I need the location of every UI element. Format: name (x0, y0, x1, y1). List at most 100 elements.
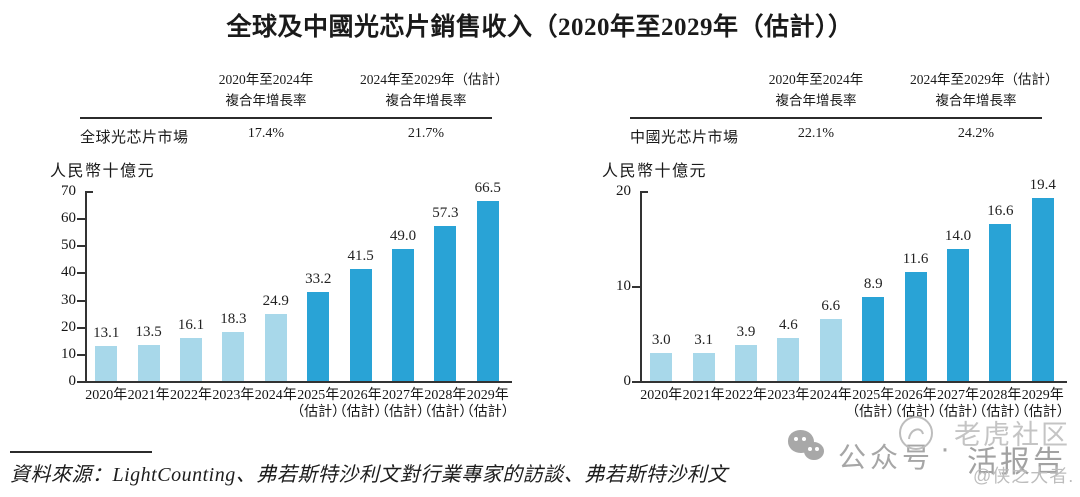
bar-2024年 (264, 314, 287, 382)
bar-value-label: 4.6 (779, 317, 798, 333)
y-axis-tick-label: 70 (61, 183, 76, 199)
bar-2021年 (137, 345, 160, 382)
watermark-platform-label: 公众号 (838, 442, 935, 473)
x-axis-label: 2020年 (640, 388, 683, 403)
y-axis-tick (632, 286, 640, 288)
x-axis-line (85, 381, 512, 383)
bar-2029年 (1031, 198, 1054, 382)
y-axis-tick-label: 30 (61, 291, 76, 308)
wechat-icon (788, 430, 834, 466)
table-rule (80, 116, 492, 119)
cagr-table-header: 2020年至2024年 複合年增長率 2024年至2029年（估計） 複合年增長… (80, 70, 509, 112)
cagr-table-china: 2020年至2024年 複合年增長率 2024年至2029年（估計） 複合年增長… (630, 70, 1059, 147)
x-axis-label: 2028年 （估計） (417, 388, 474, 420)
bar-value-label: 57.3 (432, 205, 459, 221)
bar-value-label: 19.4 (1029, 177, 1056, 193)
bar-2027年 (947, 249, 969, 382)
bar-value-label: 6.6 (821, 298, 841, 314)
bar-value-label: 24.9 (262, 293, 289, 309)
bar-value-label: 41.5 (347, 248, 374, 264)
x-axis-label: 2023年 (767, 388, 810, 403)
y-axis-tick (77, 245, 85, 248)
x-axis-label: 2024年 (809, 388, 852, 403)
cagr-value-2024-2029: 24.2% (957, 125, 995, 141)
y-axis-tick-label: 40 (61, 264, 76, 281)
bar-2027年 (392, 249, 414, 382)
wechat-bubble-small (804, 442, 824, 460)
y-axis-tick-label: 60 (61, 210, 76, 227)
x-axis-label: 2022年 (170, 388, 212, 403)
market-row-label: 中國光芯片市場 (630, 129, 739, 146)
x-axis-label: 2022年 (725, 388, 767, 403)
bar-value-label: 13.5 (135, 324, 162, 340)
bar-value-label: 33.2 (305, 271, 332, 287)
y-axis-line (85, 192, 87, 383)
cagr-table-header: 2020年至2024年 複合年增長率 2024年至2029年（估計） 複合年增長… (630, 70, 1059, 112)
bar-value-label: 66.5 (474, 180, 501, 196)
y-axis-tick-label: 0 (623, 373, 632, 389)
bar-value-label: 11.6 (902, 251, 929, 267)
wechat-bubble-large (788, 430, 814, 453)
y-axis-unit-label-china: 人民幣十億元 (602, 163, 708, 180)
bar-value-label: 14.0 (944, 228, 972, 244)
x-axis-label: 2028年 （估計） (972, 388, 1029, 420)
source-note: 資料來源：LightCounting、弗若斯特沙利文對行業專家的訪談、弗若斯特沙… (10, 464, 728, 486)
bar-value-label: 16.1 (177, 317, 205, 333)
x-axis-label: 2025年 （估計） (290, 388, 347, 420)
market-row-label: 全球光芯片市場 (80, 129, 189, 146)
x-axis-line (640, 381, 1067, 383)
bar-2026年 (349, 269, 372, 382)
cagr-2024-2029-header: 2024年至2029年（估計） 複合年增長率 (360, 72, 509, 108)
bar-value-label: 18.3 (220, 311, 247, 327)
bar-2025年 (862, 297, 885, 382)
bar-2022年 (180, 338, 202, 382)
empty-header-cell (80, 70, 172, 112)
footnote-rule (10, 451, 152, 453)
watermark-brand-line2: 活报告 (967, 446, 1066, 479)
watermark-author-handle: @侠之大者. (973, 466, 1075, 486)
x-axis-label: 2020年 (85, 388, 128, 403)
cagr-value-2020-2024: 22.1% (797, 125, 835, 141)
bar-value-label: 13.1 (93, 325, 120, 341)
bar-value-label: 8.9 (863, 276, 883, 292)
y-axis-line (640, 192, 642, 383)
y-axis-tick-label: 20 (616, 183, 631, 199)
y-axis-tick-label: 50 (61, 237, 76, 254)
bar-2022年 (735, 345, 757, 382)
y-axis-tick (77, 218, 85, 221)
bar-2021年 (692, 353, 715, 382)
x-axis-label: 2021年 (682, 388, 725, 403)
bar-2029年 (476, 201, 499, 382)
empty-header-cell (630, 70, 722, 112)
y-axis-tick-label: 20 (61, 318, 76, 335)
y-axis-unit-label-global: 人民幣十億元 (50, 163, 156, 180)
x-axis-label: 2029年 （估計） (459, 388, 516, 420)
table-data-row: 全球光芯片市場 17.4% 21.7% (80, 119, 492, 147)
cagr-2020-2024-header: 2020年至2024年 複合年增長率 (218, 72, 314, 108)
y-axis-tick-label: 10 (61, 345, 76, 362)
x-axis-label: 2026年 （估計） (332, 388, 389, 420)
cagr-2020-2024-header: 2020年至2024年 複合年增長率 (768, 72, 864, 108)
bar-value-label: 3.0 (651, 332, 671, 348)
cagr-value-2024-2029: 21.7% (407, 125, 445, 141)
y-axis-tick (632, 381, 640, 383)
bar-chart-global: 70 60 50 40 30 20 10 0 13.1 2020年 13.5 2021年 16.1 202… (61, 180, 516, 420)
bar-2023年 (777, 338, 800, 382)
bar-2024年 (819, 319, 842, 382)
y-axis-tick-label: 0 (68, 373, 77, 389)
bar-2023年 (222, 332, 245, 382)
y-axis-tick (77, 272, 85, 275)
x-axis-label: 2029年 （估計） (1014, 388, 1071, 420)
bar-value-label: 16.6 (987, 203, 1014, 219)
x-axis-label: 2027年 （估計） (930, 388, 986, 420)
bar-chart-china: 20 10 0 3.0 2020年 3.1 2021年 3.9 2022年 4.6 2023年 6.6… (616, 177, 1071, 420)
y-axis-tick (77, 353, 85, 356)
bar-2028年 (434, 226, 457, 382)
x-axis-label: 2023年 (212, 388, 255, 403)
bar-value-label: 49.0 (389, 228, 417, 244)
table-rule (630, 116, 1042, 119)
y-axis-tick (77, 381, 85, 383)
bar-value-label: 3.9 (736, 324, 756, 340)
bar-2028年 (989, 224, 1012, 382)
